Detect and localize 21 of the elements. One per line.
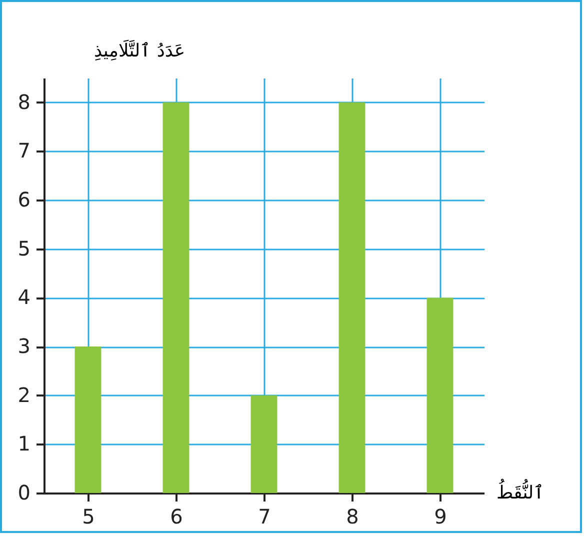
- y-tick-label: 8: [18, 90, 30, 114]
- bar: [250, 395, 278, 493]
- y-axis-title: عَدَدُ ٱلتَّلَامِيذِ: [94, 38, 186, 62]
- y-tick-label: 4: [18, 285, 30, 310]
- y-tick-label: 6: [18, 188, 30, 212]
- y-tick-label: 2: [18, 382, 30, 407]
- x-tick-label: 5: [82, 504, 95, 528]
- y-tick-label: 3: [18, 334, 30, 358]
- y-tick-label: 7: [18, 138, 30, 163]
- x-tick-label: 9: [434, 504, 447, 528]
- x-axis-title: ٱلنُّقَطُ: [496, 478, 545, 504]
- x-tick-label: 8: [346, 504, 359, 528]
- bar: [338, 102, 366, 493]
- y-tick-label: 5: [18, 236, 30, 260]
- x-tick-label: 6: [170, 504, 183, 528]
- bar: [426, 298, 454, 493]
- x-tick-label: 7: [258, 504, 271, 528]
- y-tick-label: 0: [18, 480, 30, 504]
- bar: [74, 346, 102, 493]
- bar: [162, 102, 190, 493]
- y-tick-label: 1: [18, 432, 30, 456]
